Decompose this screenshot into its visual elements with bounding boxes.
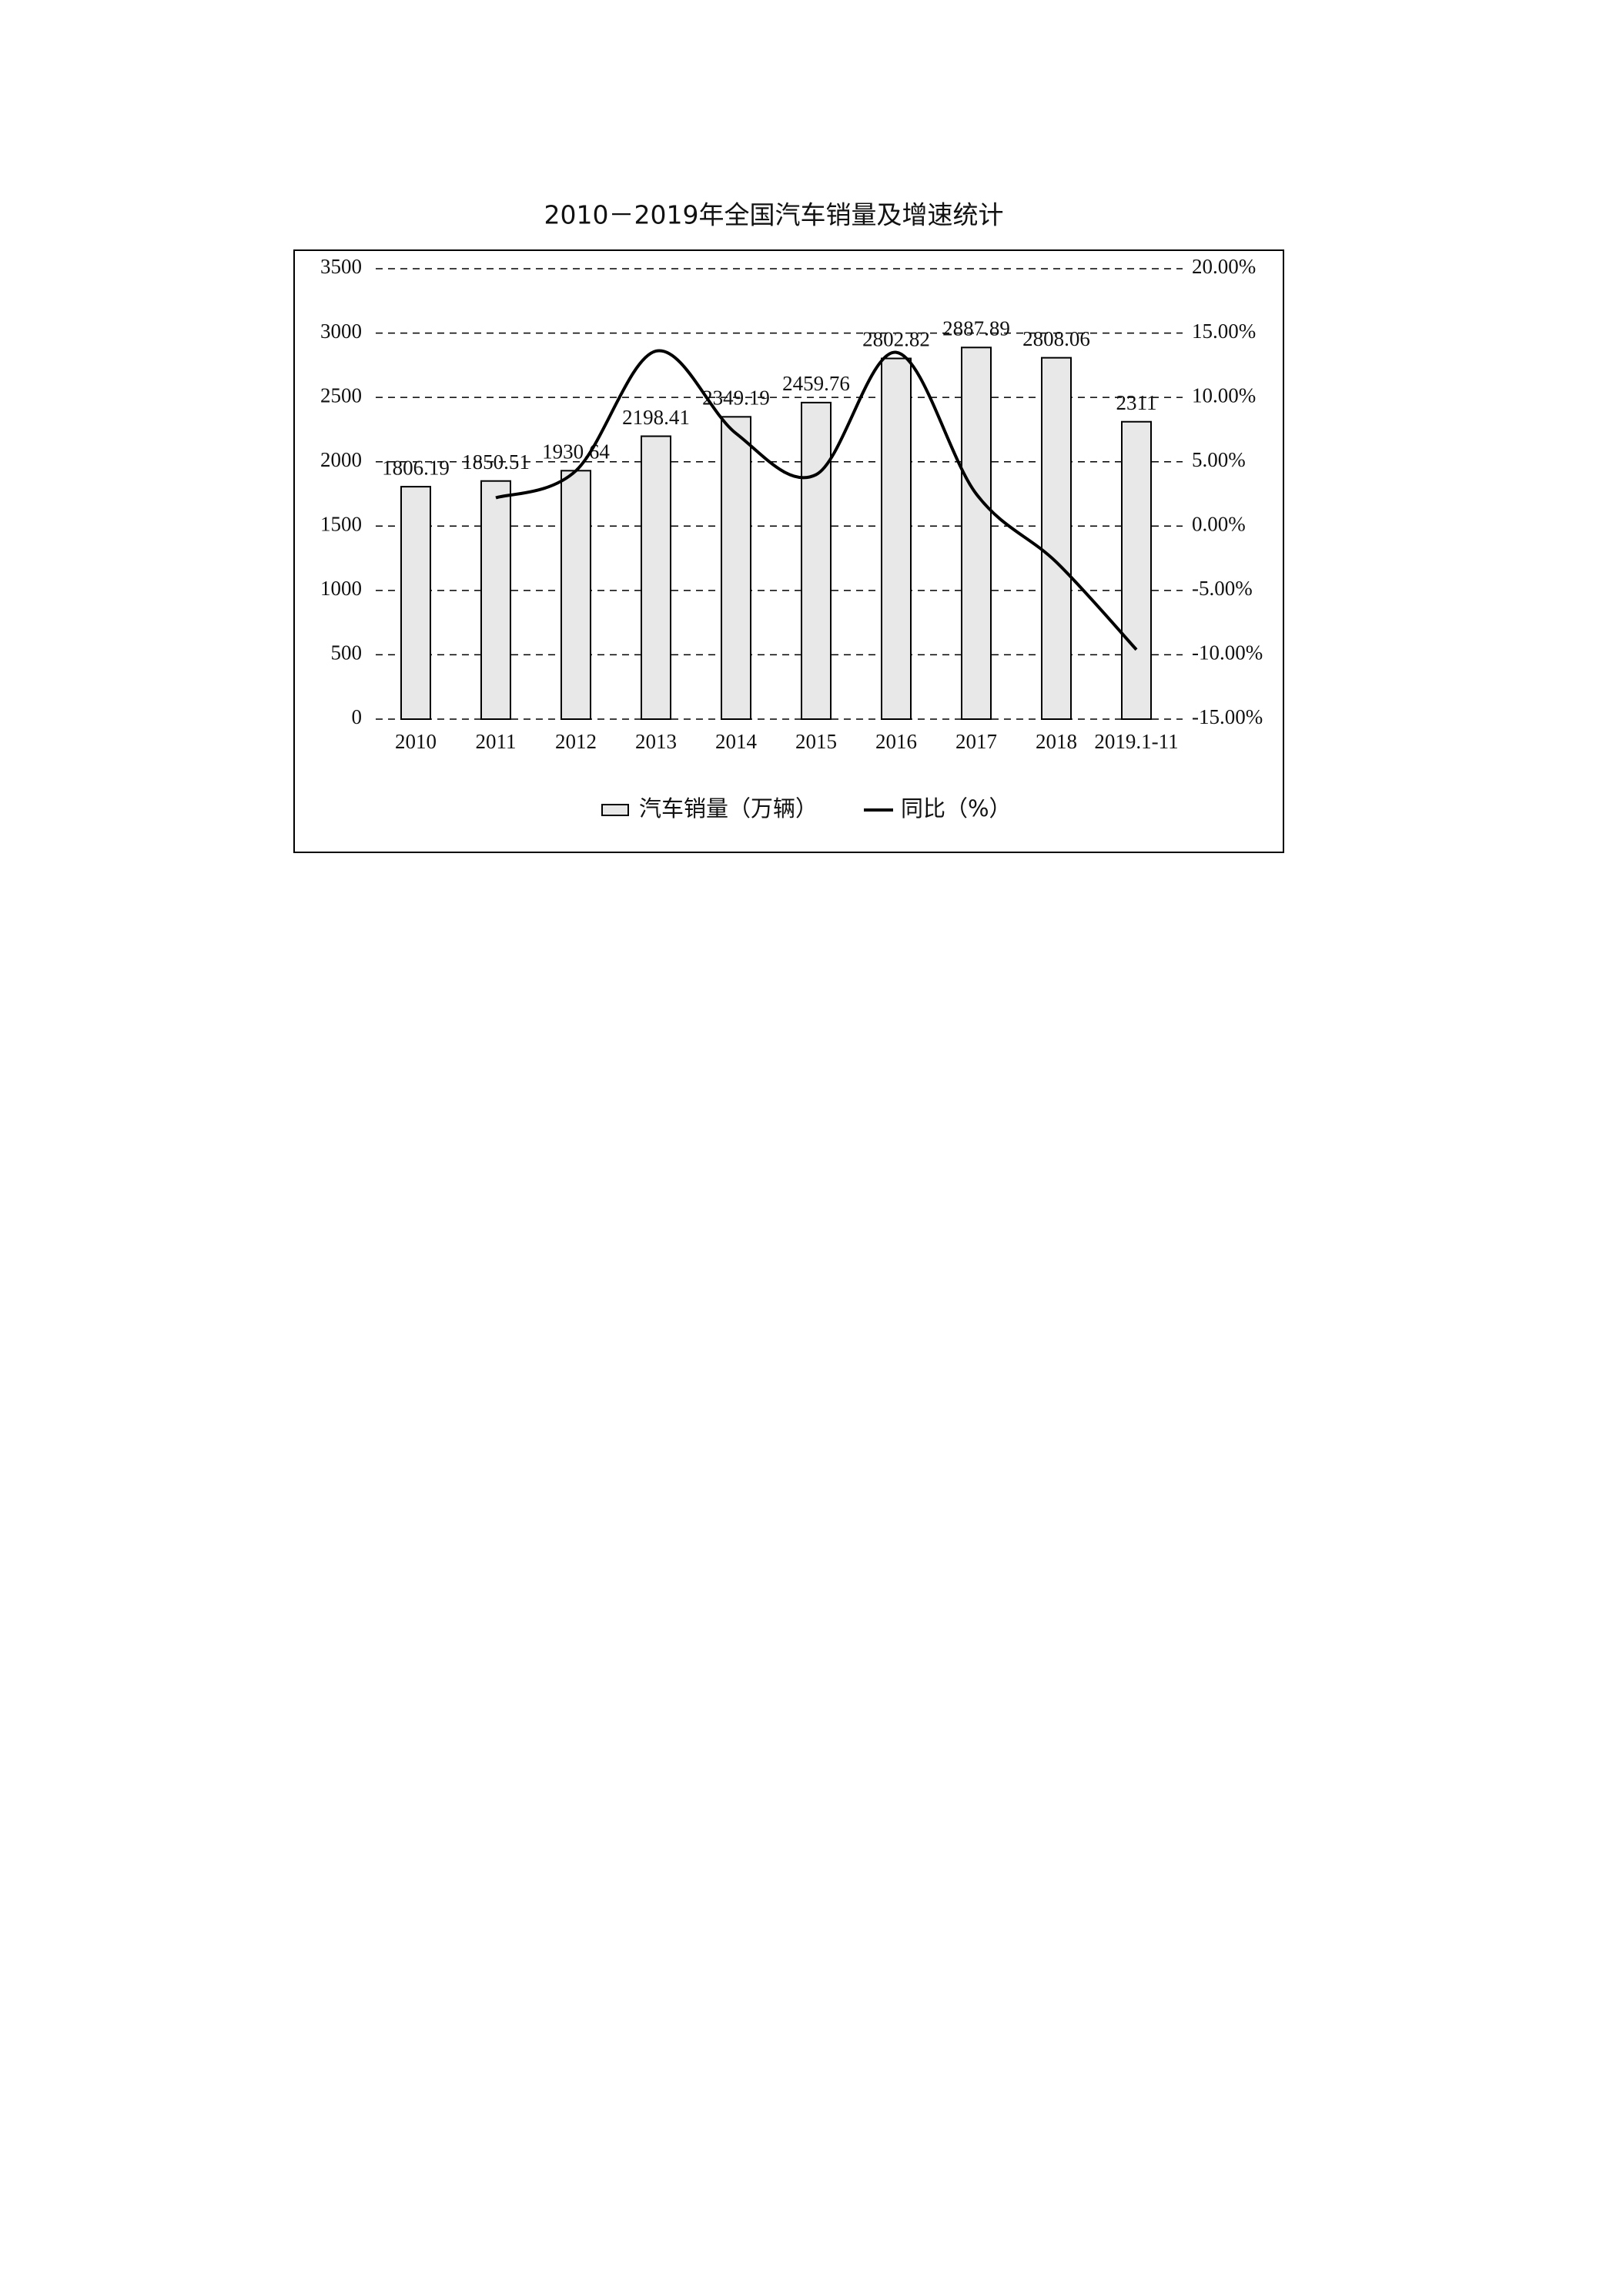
y-tick-label: 2000 — [320, 448, 362, 471]
y2-tick-label: 10.00% — [1192, 383, 1256, 407]
x-tick-label: 2014 — [715, 730, 758, 753]
data-label: 2802.82 — [862, 328, 930, 351]
y-tick-label: 1500 — [320, 512, 362, 535]
y-tick-label: 2500 — [320, 383, 362, 407]
legend-label: 同比（%） — [901, 795, 1012, 822]
data-label: 2887.89 — [942, 317, 1010, 340]
data-label: 2198.41 — [622, 406, 690, 429]
x-tick-label: 2011 — [476, 730, 517, 753]
y2-tick-label: 0.00% — [1192, 512, 1246, 535]
legend-swatch — [601, 804, 629, 816]
bar — [961, 346, 992, 720]
x-tick-label: 2015 — [795, 730, 837, 753]
data-label: 2808.06 — [1022, 327, 1090, 350]
y-tick-label: 1000 — [320, 577, 362, 600]
bar — [1121, 420, 1152, 720]
bar — [1041, 356, 1072, 720]
bar — [721, 416, 751, 720]
x-tick-label: 2017 — [955, 730, 997, 753]
y-tick-label: 3000 — [320, 320, 362, 343]
y2-tick-label: -10.00% — [1192, 641, 1263, 664]
data-label: 1806.19 — [382, 456, 450, 479]
y-tick-label: 500 — [331, 641, 363, 664]
x-tick-label: 2013 — [635, 730, 677, 753]
data-label: 1850.51 — [462, 450, 530, 474]
data-label: 2311 — [1116, 391, 1157, 414]
bar — [561, 470, 591, 720]
data-label: 1930.64 — [542, 440, 610, 464]
y-tick-label: 0 — [352, 705, 363, 728]
x-tick-label: 2016 — [875, 730, 917, 753]
y2-tick-label: 20.00% — [1192, 255, 1256, 278]
bar — [881, 357, 912, 720]
y-tick-label: 3500 — [320, 255, 362, 278]
line — [495, 349, 1138, 651]
x-tick-label: 2019.1-11 — [1094, 730, 1178, 753]
y2-tick-label: 15.00% — [1192, 320, 1256, 343]
chart-frame — [293, 249, 1284, 853]
y2-tick-label: -5.00% — [1192, 577, 1253, 600]
data-label: 2459.76 — [782, 372, 850, 395]
y2-tick-label: 5.00% — [1192, 448, 1246, 471]
bar — [801, 401, 832, 721]
bar — [480, 480, 511, 721]
chart-title: 2010－2019年全国汽车销量及增速统计 — [544, 200, 1004, 230]
x-tick-label: 2018 — [1036, 730, 1077, 753]
bar — [400, 486, 431, 720]
x-tick-label: 2010 — [395, 730, 437, 753]
legend-label: 汽车销量（万辆） — [639, 795, 818, 822]
x-tick-label: 2012 — [555, 730, 597, 753]
bar — [641, 435, 671, 720]
y2-tick-label: -15.00% — [1192, 705, 1263, 728]
